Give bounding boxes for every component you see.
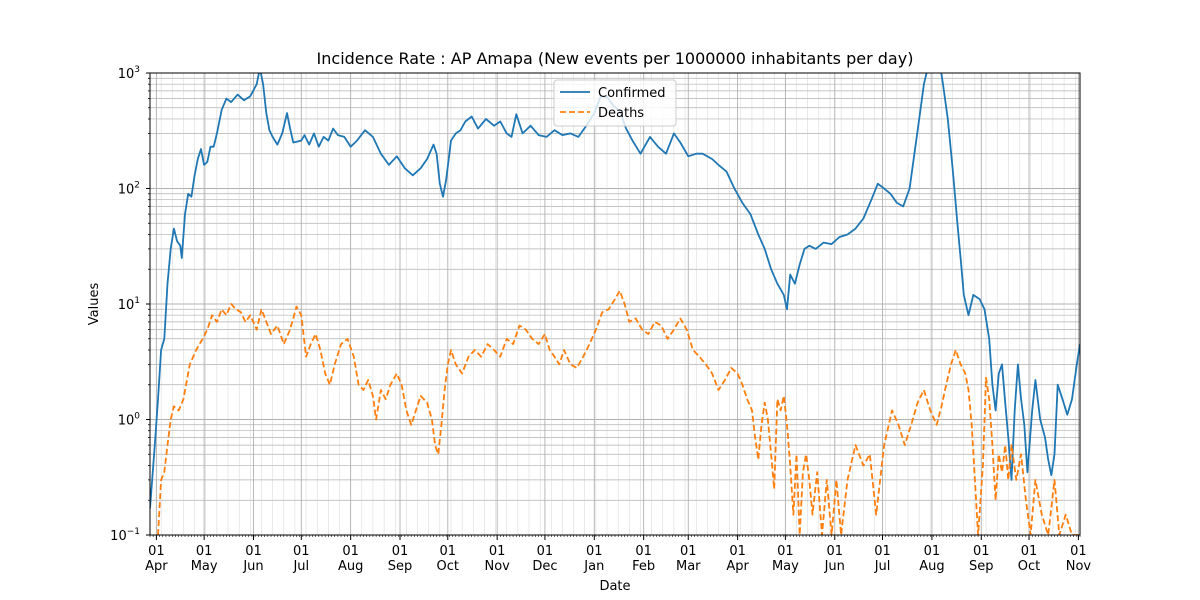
legend-label-deaths: Deaths xyxy=(598,106,644,121)
x-tick-day-label: 01 xyxy=(635,544,652,559)
x-tick-day-label: 01 xyxy=(148,544,165,559)
x-tick-day-label: 01 xyxy=(1021,544,1038,559)
chart-title: Incidence Rate : AP Amapa (New events pe… xyxy=(317,49,914,68)
y-axis: 10−1 100 101 102 103 xyxy=(110,65,150,544)
y-tick-label: 103 xyxy=(118,65,140,82)
x-tick-day-label: 01 xyxy=(440,544,457,559)
x-tick-day-label: 01 xyxy=(924,544,941,559)
y-tick-label: 101 xyxy=(118,296,140,313)
y-tick-label: 102 xyxy=(118,181,140,198)
y-axis-label: Values xyxy=(87,283,102,326)
x-tick-month-label: Jul xyxy=(874,559,891,574)
x-tick-month-label: Apr xyxy=(145,559,168,574)
x-tick-month-label: Jul xyxy=(292,559,309,574)
x-tick-day-label: 01 xyxy=(342,544,359,559)
x-tick-day-label: 01 xyxy=(1070,544,1087,559)
x-tick-month-label: Oct xyxy=(437,559,459,574)
x-tick-month-label: Nov xyxy=(1066,559,1092,574)
x-tick-month-label: Sep xyxy=(388,559,413,574)
x-tick-month-label: Oct xyxy=(1018,559,1040,574)
x-tick-month-label: Mar xyxy=(676,559,701,574)
x-tick-day-label: 01 xyxy=(293,544,310,559)
x-tick-day-label: 01 xyxy=(489,544,506,559)
x-tick-day-label: 01 xyxy=(826,544,843,559)
x-tick-day-label: 01 xyxy=(973,544,990,559)
x-tick-month-label: Jan xyxy=(583,559,604,574)
x-tick-day-label: 01 xyxy=(392,544,409,559)
x-tick-day-label: 01 xyxy=(729,544,746,559)
legend: Confirmed Deaths xyxy=(553,79,677,127)
x-tick-month-label: May xyxy=(191,559,218,574)
x-tick-day-label: 01 xyxy=(680,544,697,559)
x-tick-month-label: Aug xyxy=(338,559,363,574)
x-tick-day-label: 01 xyxy=(777,544,794,559)
x-tick-day-label: 01 xyxy=(537,544,554,559)
x-tick-month-label: Dec xyxy=(532,559,557,574)
x-axis-label: Date xyxy=(599,579,630,594)
x-tick-month-label: Feb xyxy=(632,559,655,574)
y-tick-label: 10−1 xyxy=(110,527,140,544)
x-tick-day-label: 01 xyxy=(586,544,603,559)
x-tick-month-label: Aug xyxy=(919,559,944,574)
x-tick-month-label: Jun xyxy=(242,559,263,574)
y-tick-label: 100 xyxy=(118,412,141,429)
x-tick-month-label: Nov xyxy=(484,559,510,574)
x-tick-month-label: May xyxy=(772,559,799,574)
x-tick-day-label: 01 xyxy=(874,544,891,559)
series-line-deaths xyxy=(157,289,1080,535)
legend-label-confirmed: Confirmed xyxy=(598,86,666,101)
x-tick-month-label: Jun xyxy=(824,559,845,574)
x-tick-month-label: Apr xyxy=(726,559,749,574)
x-tick-day-label: 01 xyxy=(196,544,213,559)
x-axis: 01Apr01May01Jun01Jul01Aug01Sep01Oct01Nov… xyxy=(145,535,1091,574)
x-tick-day-label: 01 xyxy=(245,544,262,559)
x-tick-month-label: Sep xyxy=(969,559,994,574)
